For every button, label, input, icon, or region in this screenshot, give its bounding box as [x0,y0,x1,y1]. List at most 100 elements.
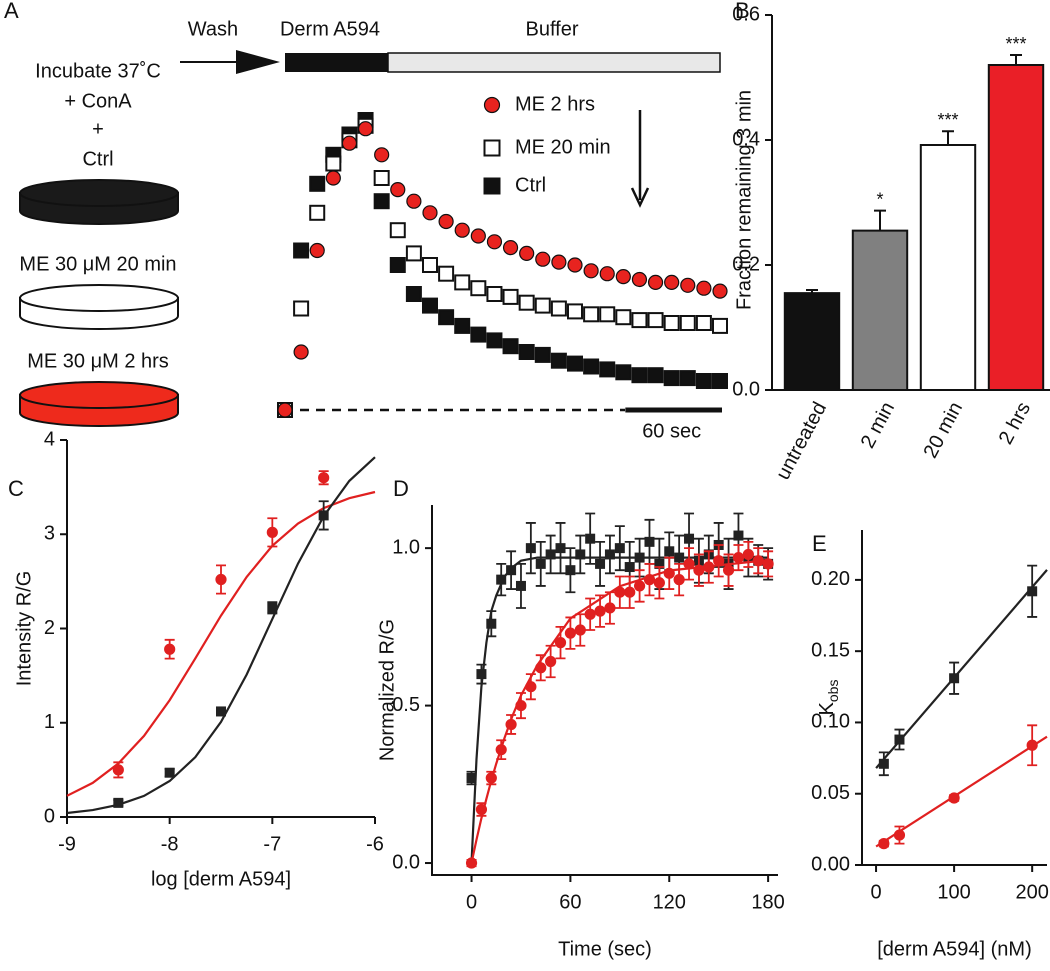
data-point [405,286,422,302]
y-tick-label: 0.4 [732,128,760,150]
data-point [673,574,685,586]
x-tick-label: 100 [937,881,970,903]
data-point [535,662,547,674]
data-point [422,205,438,221]
data-point [574,624,586,636]
data-point [267,602,278,613]
y-tick-label: 0.05 [811,782,850,804]
data-point [550,300,567,317]
time-arrow [630,110,650,208]
data-point [599,306,616,323]
data-point [293,242,310,259]
data-point [683,558,695,570]
data-point [679,370,696,387]
data-point [647,274,664,290]
axes [861,530,1047,866]
data-point [389,222,406,239]
data-point [695,373,712,389]
significance: * [876,189,883,209]
x-tick-label: 2 hrs [995,398,1035,448]
data-point [325,170,341,186]
condition-label: ME 30 μM 2 hrs [27,350,169,372]
data-point [515,699,527,712]
data-point [615,364,632,381]
data-point [695,315,712,331]
data-point [585,533,596,544]
y-tick-label: 0.20 [811,568,850,590]
data-point [663,370,680,387]
data-point [583,263,599,279]
y-tick-label: 0.5 [392,694,420,716]
legend-marker [483,96,501,114]
x-tick-label: 2 min [857,398,899,452]
data-point [567,257,583,273]
x-tick-label: 120 [653,891,686,913]
fit-line [875,735,1048,848]
data-point [293,344,309,360]
panel-letter: D [393,476,409,501]
data-point [594,605,606,617]
protocol-step: Derm A594 [280,18,380,40]
data-point [599,361,616,378]
data-point [555,543,566,554]
y-tick-label: 0.0 [732,378,760,400]
data-point [624,562,635,573]
data-point [495,744,507,756]
data-point [583,306,600,323]
data-point [615,269,631,285]
legend-marker [483,177,501,195]
data-point [674,552,685,563]
data-point [518,344,535,360]
wash-arrow-head [236,50,280,74]
data-point [575,549,586,560]
panel-letter: A [4,0,19,23]
data-point [277,402,293,418]
y-tick-label: 0.10 [811,711,850,733]
data-point [712,373,728,389]
data-point [438,309,455,326]
incubation-text: + [92,118,104,140]
data-point [318,510,329,521]
data-point [406,193,422,209]
data-point [551,254,567,270]
data-point [614,586,626,598]
data-point [502,338,519,355]
data-point [614,543,625,554]
x-tick-label: 60 [559,891,581,913]
data-point [615,309,632,326]
legend-label: ME 2 hrs [515,93,595,115]
data-point [405,245,422,262]
buffer-bar [387,52,721,73]
data-point [466,773,477,784]
data-point [309,242,325,259]
fit-line [66,490,376,797]
data-point [624,586,636,598]
data-point [878,838,890,850]
data-point [712,317,728,334]
significance: *** [937,110,958,130]
axes [66,440,375,818]
legend-marker [483,139,501,157]
data-point [216,706,226,717]
data-point [476,669,487,680]
data-point [631,271,648,288]
y-tick-label: 3 [44,523,55,545]
data-point [631,312,648,329]
y-tick-label: 0 [44,805,55,827]
condition-label: ME 30 μM 20 min [19,253,176,275]
data-point [470,326,487,343]
data-point [486,618,497,629]
data-point [1026,739,1038,751]
data-point [470,280,487,297]
data-point [389,257,406,273]
data-point [550,352,567,369]
data-point [584,608,596,620]
data-point [534,346,551,363]
fit-line [875,569,1048,769]
data-point [733,530,744,541]
data-point [595,558,606,569]
data-point [485,772,497,784]
x-tick-label: -7 [263,833,281,855]
data-point [693,564,705,576]
y-tick-label: 0.0 [392,851,420,873]
